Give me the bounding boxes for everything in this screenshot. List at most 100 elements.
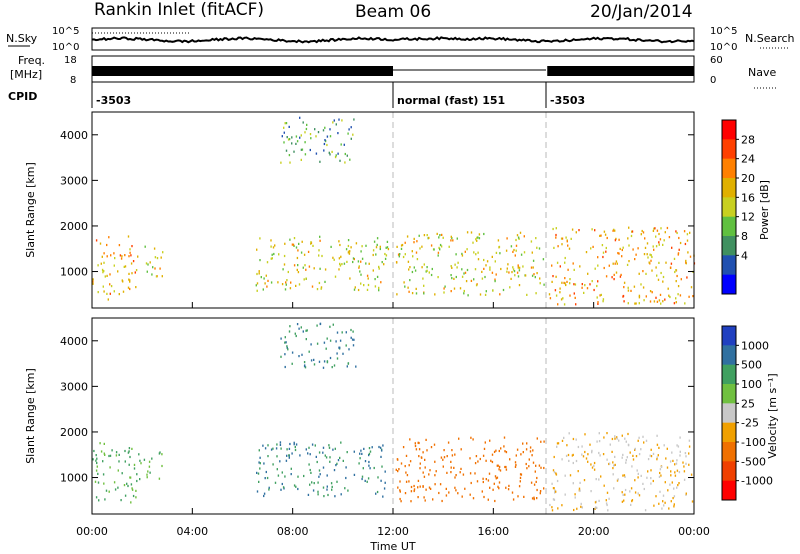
scatter-cell [279,460,281,463]
scatter-cell [543,466,545,470]
scatter-cell [565,283,567,287]
x-tick-label: 08:00 [277,525,309,538]
scatter-cell [673,503,675,506]
scatter-cell [333,258,335,261]
scatter-cell [529,446,532,449]
scatter-cell [476,236,478,239]
scatter-cell [158,477,161,480]
scatter-cell [284,365,286,369]
scatter-cell [475,238,477,241]
scatter-cell [376,490,379,494]
scatter-cell [280,447,282,450]
scatter-cell [656,300,659,303]
scatter-cell [310,137,312,140]
scatter-cell [282,268,284,271]
scatter-cell [120,257,123,260]
scatter-cell [576,507,578,510]
scatter-cell [673,257,676,260]
scatter-cell [472,241,474,244]
scatter-cell [616,437,618,440]
scatter-cell [669,483,671,486]
scatter-cell [683,230,686,233]
scatter-cell [659,468,662,471]
scatter-cell [372,249,375,252]
scatter-cell [129,251,131,254]
scatter-cell [407,260,410,263]
scatter-cell [439,483,442,486]
scatter-cell [676,444,678,447]
scatter-cell [132,260,135,263]
scatter-cell [305,127,308,131]
scatter-cell [298,355,300,358]
scatter-cell [526,293,528,296]
scatter-cell [309,468,311,472]
scatter-cell [342,352,344,355]
scatter-cell [129,476,132,479]
scatter-cell [418,234,420,237]
scatter-cell [643,441,645,444]
scatter-cell [658,475,661,478]
scatter-cell [340,493,342,496]
scatter-cell [443,456,446,459]
scatter-cell [557,507,559,510]
scatter-cell [591,449,593,452]
scatter-cell [512,266,514,269]
scatter-cell [569,294,571,297]
scatter-cell [361,257,364,260]
scatter-cell [351,338,354,341]
scatter-cell [677,285,680,288]
scatter-cell [654,227,656,230]
scatter-cell [508,484,510,487]
scatter-cell [308,446,310,449]
scatter-cell [450,235,452,238]
scatter-cell [379,245,381,248]
scatter-cell [495,273,497,276]
scatter-cell [375,246,378,249]
scatter-cell [380,281,382,284]
scatter-cell [536,497,538,500]
y-tick-label: 3000 [60,380,88,393]
scatter-cell [464,487,466,490]
scatter-cell [586,287,589,290]
scatter-cell [596,284,598,288]
scatter-cell [363,284,365,287]
scatter-cell [284,242,286,245]
scatter-cell [580,502,582,505]
scatter-cell [144,245,146,248]
scatter-cell [618,439,620,442]
scatter-cell [320,287,322,290]
scatter-cell [658,299,661,302]
scatter-cell [290,467,292,470]
scatter-cell [637,492,639,495]
scatter-cell [601,244,604,247]
scatter-cell [121,255,123,258]
scatter-cell [485,459,487,462]
scatter-cell [313,358,315,361]
scatter-cell [255,284,257,287]
scatter-cell [668,294,670,297]
scatter-cell [338,118,340,121]
scatter-cell [531,274,534,277]
scatter-cell [675,280,677,283]
scatter-cell [650,482,652,485]
scatter-cell [423,496,425,499]
scatter-cell [399,497,401,501]
scatter-cell [642,286,645,289]
scatter-cell [109,454,112,457]
scatter-cell [432,498,434,501]
scatter-cell [293,244,295,247]
scatter-cell [652,245,654,248]
scatter-cell [318,249,320,252]
scatter-cell [341,331,343,334]
scatter-cell [509,286,511,289]
scatter-cell [146,270,148,273]
scatter-cell [381,449,383,452]
scatter-cell [664,298,666,301]
scatter-cell [526,467,528,470]
scatter-cell [587,460,589,463]
scatter-cell [258,480,260,483]
scatter-cell [518,485,521,488]
scatter-cell [413,237,415,240]
scatter-cell [293,441,295,444]
